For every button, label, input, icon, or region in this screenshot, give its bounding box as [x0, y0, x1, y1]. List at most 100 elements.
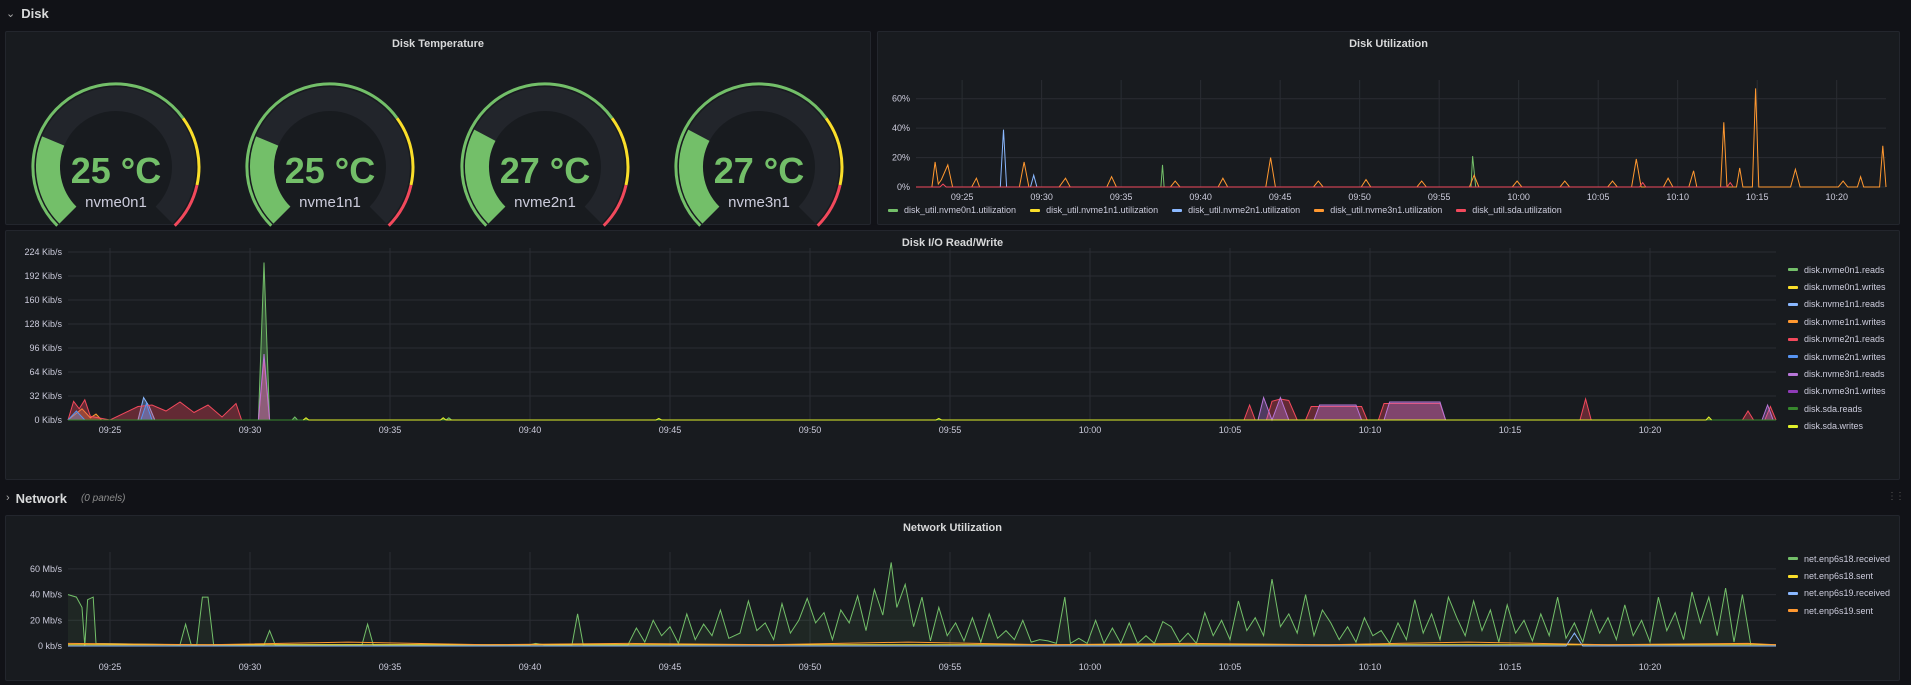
- x-tick-label: 09:45: [659, 425, 682, 435]
- legend-label: disk.nvme0n1.writes: [1804, 282, 1886, 293]
- series-area-disk-nvme2n1-writes: [68, 403, 152, 420]
- series-area-disk-sda-writes: [303, 417, 1712, 420]
- legend-label: disk_util.nvme1n1.utilization: [1046, 205, 1159, 215]
- legend-item[interactable]: disk_util.nvme0n1.utilization: [888, 205, 1016, 215]
- row-header-disk[interactable]: ⌄ Disk: [6, 2, 49, 24]
- y-tick-label: 128 Kib/s: [24, 319, 62, 329]
- x-tick-label: 09:40: [519, 662, 542, 672]
- drag-handle-icon[interactable]: ⋮⋮: [1887, 491, 1905, 502]
- x-tick-label: 09:55: [939, 425, 962, 435]
- legend-item[interactable]: disk.nvme3n1.reads: [1788, 365, 1886, 382]
- y-tick-label: 192 Kib/s: [24, 271, 62, 281]
- x-tick-label: 10:15: [1499, 662, 1522, 672]
- series-line-disk_util-sda-utilization: [916, 181, 1734, 188]
- series-area-disk-nvme2n1-reads: [68, 360, 1776, 420]
- legend-label: disk.nvme1n1.writes: [1804, 316, 1886, 327]
- y-tick-label: 0%: [897, 182, 910, 192]
- x-tick-label: 09:30: [1030, 192, 1053, 202]
- series-line-disk-nvme2n1-reads: [67, 359, 1777, 421]
- legend-label: disk.nvme1n1.reads: [1804, 299, 1885, 310]
- legend-item[interactable]: net.enp6s19.sent: [1788, 602, 1890, 619]
- gauge-value: 25 °C: [284, 150, 376, 191]
- legend-label: disk.sda.writes: [1804, 421, 1864, 432]
- y-tick-label: 160 Kib/s: [24, 295, 62, 305]
- legend-item[interactable]: disk.nvme1n1.reads: [1788, 296, 1886, 313]
- gauge-threshold-ok: [245, 82, 399, 227]
- series-line-disk-nvme0n1-reads: [257, 262, 452, 421]
- y-tick-label: 20 Mb/s: [30, 615, 63, 625]
- series-area-disk-nvme3n1-reads: [258, 354, 1774, 420]
- chart-disk-utilization: 0% 20% 40% 60% 09:25 09:30 09:35 09:40 09:45 09:5…: [892, 80, 1887, 202]
- gauge-threshold-warn: [610, 117, 630, 186]
- gauge-value: 27 °C: [499, 150, 591, 191]
- y-tick-label: 0 Kib/s: [34, 415, 62, 425]
- legend-item[interactable]: disk_util.nvme1n1.utilization: [1030, 205, 1158, 215]
- gauge-fill: [465, 129, 506, 224]
- x-tick-label: 09:40: [519, 425, 542, 435]
- chevron-right-icon[interactable]: ›: [6, 492, 10, 504]
- legend-label: disk.nvme3n1.writes: [1804, 386, 1886, 397]
- legend-item[interactable]: disk.nvme2n1.reads: [1788, 331, 1886, 348]
- legend-item[interactable]: disk_util.nvme3n1.utilization: [1314, 205, 1442, 215]
- x-tick-label: 10:05: [1587, 192, 1610, 202]
- gauge-arc: [31, 82, 201, 227]
- legend-item[interactable]: disk.nvme0n1.reads: [1788, 261, 1886, 278]
- x-tick-label: 10:20: [1639, 662, 1662, 672]
- legend-label: net.enp6s18.received: [1804, 553, 1891, 564]
- row-panel-count: (0 panels): [80, 492, 126, 504]
- gauge-threshold-warn: [824, 117, 844, 186]
- x-tick-label: 10:00: [1079, 662, 1102, 672]
- y-tick-label: 40 Mb/s: [30, 590, 63, 600]
- legend-swatch: [1788, 355, 1798, 359]
- x-tick-label: 09:55: [1428, 192, 1451, 202]
- gauge-3: 27 °C nvme3n1: [659, 32, 859, 227]
- legend-item[interactable]: disk.nvme3n1.writes: [1788, 383, 1886, 400]
- series-line-net-enp6s19-received: [68, 632, 1776, 647]
- x-tick-label: 09:30: [239, 662, 262, 672]
- legend-label: disk.nvme2n1.writes: [1804, 351, 1886, 362]
- legend-item[interactable]: disk_util.nvme2n1.utilization: [1172, 205, 1300, 215]
- y-tick-label: 96 Kib/s: [29, 343, 62, 353]
- y-tick-label: 20%: [892, 153, 910, 163]
- panel-network-utilization[interactable]: Network Utilization 0 kb/s 20 Mb/s 40 Mb/s…: [5, 515, 1900, 681]
- series-line-disk_util-nvme3n1-utilization: [916, 88, 1887, 188]
- legend-item[interactable]: disk.sda.reads: [1788, 400, 1886, 417]
- x-tick-label: 09:50: [799, 662, 822, 672]
- x-tick-label: 10:20: [1639, 425, 1662, 435]
- panel-disk-io[interactable]: Disk I/O Read/Write 0 Kib/s 32 Kib/s 64 Ki…: [5, 230, 1900, 480]
- y-tick-label: 60 Mb/s: [30, 564, 63, 574]
- series-line-disk-nvme3n1-reads: [257, 353, 1774, 422]
- x-tick-label: 09:35: [379, 425, 402, 435]
- legend-item[interactable]: disk.nvme0n1.writes: [1788, 278, 1886, 295]
- legend-item[interactable]: net.enp6s18.received: [1788, 550, 1890, 567]
- x-tick-label: 09:55: [939, 662, 962, 672]
- legend: disk.nvme0n1.reads disk.nvme0n1.writes dis…: [1788, 261, 1886, 435]
- x-tick-label: 09:50: [1348, 192, 1371, 202]
- legend-item[interactable]: disk.nvme2n1.writes: [1788, 348, 1886, 365]
- legend-swatch: [1788, 407, 1798, 411]
- x-tick-label: 09:35: [1110, 192, 1133, 202]
- legend-item[interactable]: net.enp6s19.received: [1788, 585, 1890, 602]
- y-tick-label: 224 Kib/s: [24, 247, 62, 257]
- legend-item[interactable]: net.enp6s18.sent: [1788, 567, 1890, 584]
- gauge-2: 27 °C nvme2n1: [445, 32, 645, 227]
- y-tick-label: 40%: [892, 123, 910, 133]
- legend-swatch: [1788, 557, 1798, 561]
- legend-label: net.enp6s19.sent: [1804, 605, 1874, 616]
- chevron-down-icon[interactable]: ⌄: [6, 7, 16, 20]
- row-header-network[interactable]: › Network (0 panels): [6, 487, 125, 509]
- legend-item[interactable]: disk.nvme1n1.writes: [1788, 313, 1886, 330]
- gauge-threshold-warn: [395, 117, 415, 186]
- legend-item[interactable]: disk_util.sda.utilization: [1456, 205, 1562, 215]
- gauge-arc: [674, 82, 844, 227]
- legend-label: disk_util.nvme0n1.utilization: [904, 205, 1017, 215]
- legend-label: disk.nvme2n1.reads: [1804, 334, 1885, 345]
- x-tick-label: 09:45: [659, 662, 682, 672]
- panel-disk-utilization[interactable]: Disk Utilization 0% 20% 40% 60% 09:25 09:30 09…: [877, 31, 1900, 225]
- gauge-fill: [679, 129, 720, 224]
- panel-disk-temperature[interactable]: Disk Temperature 25 °C nvme0n1 25 °C nvm…: [5, 31, 871, 227]
- x-tick-label: 09:30: [239, 425, 262, 435]
- y-tick-label: 60%: [892, 94, 910, 104]
- x-tick-label: 10:15: [1499, 425, 1522, 435]
- legend-item[interactable]: disk.sda.writes: [1788, 418, 1886, 435]
